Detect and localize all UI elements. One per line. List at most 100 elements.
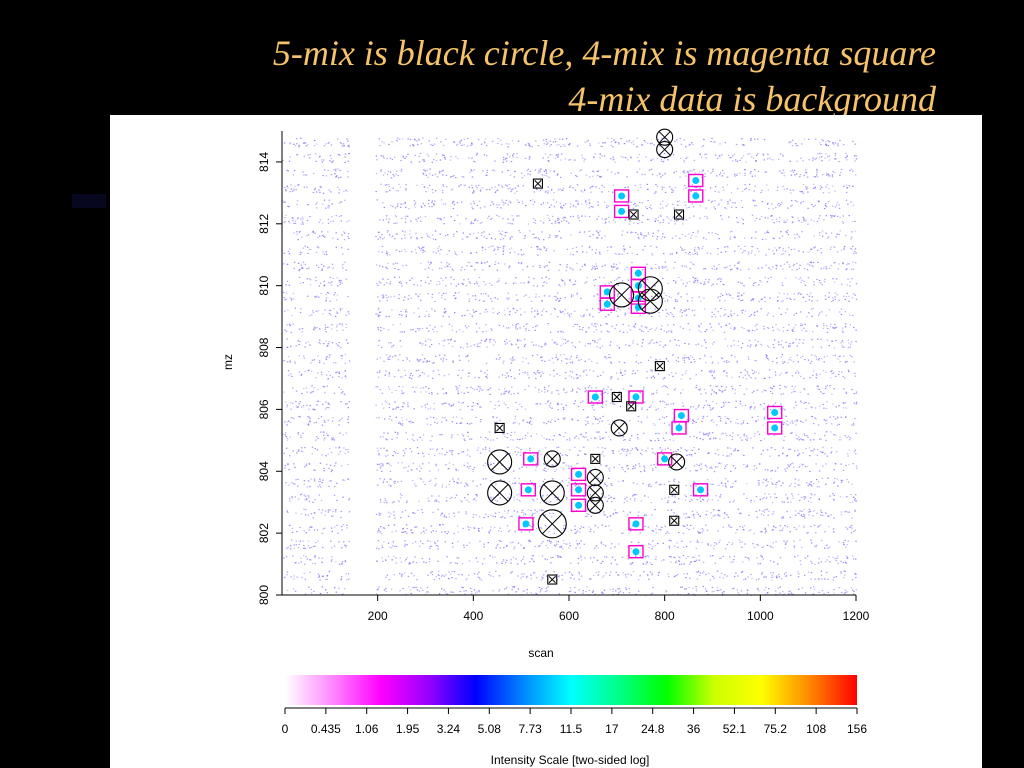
noise-dot [806, 435, 808, 437]
noise-dot [584, 453, 587, 455]
noise-dot [626, 500, 628, 502]
noise-dot [822, 393, 824, 395]
noise-dot [480, 293, 482, 295]
noise-dot [651, 529, 654, 532]
noise-dot [825, 483, 827, 485]
noise-dot [444, 354, 446, 356]
noise-dot [579, 547, 581, 549]
noise-dot [590, 578, 592, 580]
noise-dot [689, 470, 691, 472]
noise-dot [544, 391, 546, 393]
noise-dot [543, 295, 546, 297]
noise-dot [594, 524, 596, 526]
noise-dot [557, 541, 560, 543]
noise-dot [747, 557, 750, 559]
noise-dot [516, 498, 518, 500]
noise-dot [507, 510, 510, 512]
noise-dot [750, 299, 752, 301]
noise-dot [385, 590, 387, 592]
noise-dot [754, 377, 757, 379]
noise-dot [834, 292, 837, 294]
noise-dot [764, 509, 766, 511]
noise-dot [381, 470, 383, 472]
noise-dot [825, 371, 827, 373]
noise-dot [649, 544, 652, 546]
noise-dot [674, 422, 676, 424]
noise-dot [828, 556, 830, 558]
noise-dot [535, 592, 537, 595]
noise-dot [748, 530, 750, 532]
noise-dot [846, 528, 849, 530]
noise-dot [778, 292, 781, 294]
noise-dot [827, 578, 829, 580]
noise-dot [771, 387, 774, 390]
noise-dot [686, 293, 688, 295]
noise-dot [744, 579, 747, 581]
noise-dot [401, 511, 404, 513]
noise-dot [535, 373, 537, 375]
noise-dot [719, 416, 721, 418]
noise-dot [854, 372, 856, 374]
noise-dot [543, 574, 545, 576]
noise-dot [834, 558, 836, 560]
noise-dot [330, 314, 332, 316]
noise-dot [630, 541, 633, 543]
noise-dot [468, 467, 470, 469]
noise-dot [347, 342, 349, 344]
noise-dot [845, 392, 848, 394]
noise-dot [679, 563, 681, 565]
noise-dot [420, 478, 422, 480]
noise-dot [393, 481, 395, 483]
noise-dot [790, 298, 792, 300]
noise-dot [444, 531, 446, 533]
noise-dot [503, 588, 506, 590]
noise-dot [416, 439, 419, 441]
background-noise-layer [282, 137, 858, 596]
noise-dot [320, 343, 322, 345]
noise-dot [495, 547, 497, 549]
noise-dot [778, 480, 781, 482]
noise-dot [562, 515, 565, 518]
noise-dot [729, 434, 731, 436]
noise-dot [574, 310, 576, 312]
noise-dot [387, 357, 390, 359]
noise-dot [299, 401, 302, 403]
noise-dot [463, 438, 465, 440]
noise-dot [554, 420, 556, 422]
noise-dot [753, 465, 756, 467]
noise-dot [473, 389, 476, 391]
noise-dot [592, 404, 595, 406]
noise-dot [347, 416, 350, 418]
noise-dot [327, 453, 329, 455]
noise-dot [483, 546, 485, 548]
noise-dot [778, 329, 781, 331]
noise-dot [617, 480, 620, 483]
noise-dot [706, 478, 709, 481]
noise-dot [562, 331, 564, 333]
noise-dot [701, 572, 704, 574]
noise-dot [518, 482, 520, 484]
noise-dot [789, 516, 792, 518]
noise-dot [478, 571, 480, 573]
noise-dot [628, 532, 630, 534]
noise-dot [841, 340, 843, 342]
noise-dot [308, 500, 311, 502]
noise-dot [479, 346, 481, 348]
noise-dot [377, 540, 379, 542]
noise-dot [589, 557, 592, 559]
noise-dot [317, 540, 319, 542]
noise-dot [737, 295, 739, 297]
noise-dot [420, 532, 422, 534]
noise-dot [617, 315, 619, 317]
noise-dot [713, 341, 715, 343]
noise-dot [549, 331, 552, 333]
noise-dot [461, 402, 463, 404]
noise-dot [717, 296, 719, 298]
noise-dot [286, 421, 289, 423]
noise-dot [673, 478, 676, 480]
noise-dot [617, 574, 619, 576]
noise-dot [739, 525, 741, 528]
noise-dot [429, 324, 431, 326]
noise-dot [710, 372, 712, 374]
noise-dot [553, 369, 555, 372]
